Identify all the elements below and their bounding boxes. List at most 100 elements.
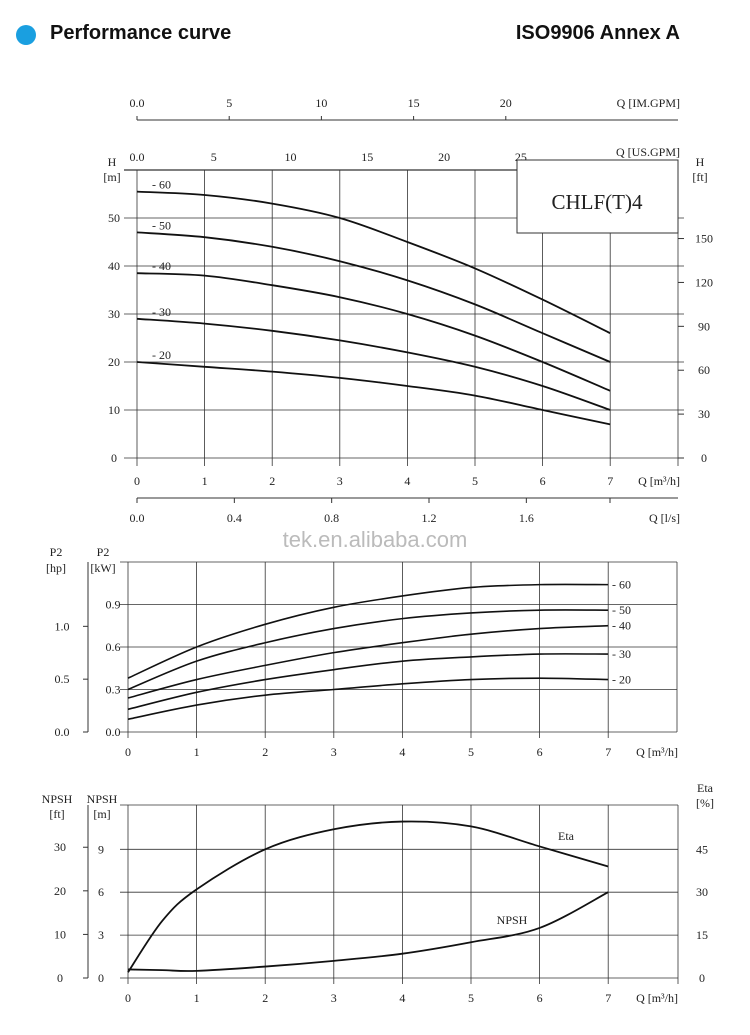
eta-tick-label: 0 bbox=[699, 971, 705, 985]
x-axis-label: Q [m³/h] bbox=[636, 991, 678, 1005]
y-right-tick-label: 90 bbox=[698, 319, 710, 333]
im-gpm-tick-label: 5 bbox=[226, 96, 232, 110]
im-gpm-tick-label: 20 bbox=[500, 96, 512, 110]
y-left-tick-label: 30 bbox=[108, 307, 120, 321]
curve-label-30: - 30 bbox=[612, 647, 631, 661]
x-tick-label: 4 bbox=[399, 745, 405, 759]
y-left-label: H bbox=[108, 155, 117, 169]
curve-label-20: - 20 bbox=[612, 673, 631, 687]
npsh-curve bbox=[127, 891, 609, 972]
y-right-label: H bbox=[696, 155, 705, 169]
watermark: tek.en.alibaba.com bbox=[283, 527, 468, 552]
y-left-tick-label: 40 bbox=[108, 259, 120, 273]
npsh-m-label: NPSH bbox=[87, 792, 118, 806]
h-curve-60 bbox=[136, 190, 611, 335]
npsh-ft-tick-label: 30 bbox=[54, 840, 66, 854]
x-tick-label: 5 bbox=[468, 991, 474, 1005]
x-tick-label: 4 bbox=[399, 991, 405, 1005]
x-tick-label: 5 bbox=[468, 745, 474, 759]
x-tick-label: 6 bbox=[537, 991, 543, 1005]
kw-tick-label: 0.0 bbox=[106, 725, 121, 739]
x-tick-label: 2 bbox=[262, 991, 268, 1005]
eta-tick-label: 45 bbox=[696, 842, 708, 856]
kw-tick-label: 0.6 bbox=[106, 640, 121, 654]
x-tick-label: 1 bbox=[202, 474, 208, 488]
x-tick-label: 7 bbox=[607, 474, 613, 488]
npsh-m-tick-label: 9 bbox=[98, 842, 104, 856]
h-curve-20 bbox=[136, 361, 611, 426]
eta-curve bbox=[127, 820, 609, 973]
npsh-curve-label: NPSH bbox=[497, 913, 528, 927]
l-s-tick-label: 1.6 bbox=[519, 511, 534, 525]
x-tick-label: 2 bbox=[269, 474, 275, 488]
page-header: Performance curve ISO9906 Annex A bbox=[0, 18, 750, 50]
us-gpm-axis-label: Q [US.GPM] bbox=[616, 145, 680, 159]
standard-label: ISO9906 Annex A bbox=[515, 22, 680, 44]
curve-label-50: - 50 bbox=[152, 218, 171, 232]
curve-label-30: - 30 bbox=[152, 305, 171, 319]
npsh-ft-tick-label: 0 bbox=[57, 971, 63, 985]
eta-tick-label: 30 bbox=[696, 885, 708, 899]
npsh-m-tick-label: 0 bbox=[98, 971, 104, 985]
l-s-tick-label: 0.0 bbox=[130, 511, 145, 525]
x-tick-label: 7 bbox=[605, 745, 611, 759]
npsh-ft-tick-label: 10 bbox=[54, 927, 66, 941]
x-tick-label: 3 bbox=[331, 745, 337, 759]
hp-label: P2 bbox=[50, 545, 63, 559]
npsh-ft-label: NPSH bbox=[42, 792, 73, 806]
us-gpm-tick-label: 5 bbox=[211, 150, 217, 164]
x-tick-label: 7 bbox=[605, 991, 611, 1005]
hp-tick-label: 0.5 bbox=[55, 672, 70, 686]
l-s-axis-label: Q [l/s] bbox=[649, 511, 680, 525]
curve-label-60: - 60 bbox=[152, 178, 171, 192]
y-left-tick-label: 0 bbox=[111, 451, 117, 465]
curve-label-20: - 20 bbox=[152, 348, 171, 362]
eta-unit: [%] bbox=[696, 796, 714, 810]
p2-curve-20 bbox=[127, 677, 609, 721]
hp-tick-label: 1.0 bbox=[55, 619, 70, 633]
p2-curve-40 bbox=[127, 624, 609, 699]
x-tick-label: 1 bbox=[194, 745, 200, 759]
p2-curve-30 bbox=[127, 653, 609, 711]
curve-label-50: - 50 bbox=[612, 603, 631, 617]
x-tick-label: 2 bbox=[262, 745, 268, 759]
x-tick-label: 6 bbox=[537, 745, 543, 759]
x-tick-label: 3 bbox=[331, 991, 337, 1005]
npsh-m-unit: [m] bbox=[93, 807, 110, 821]
y-left-tick-label: 10 bbox=[108, 403, 120, 417]
h-curve-50 bbox=[136, 231, 611, 363]
model-box bbox=[516, 159, 679, 234]
y-right-tick-label: 120 bbox=[695, 275, 713, 289]
curve-label-40: - 40 bbox=[612, 619, 631, 633]
im-gpm-tick-label: 0.0 bbox=[130, 96, 145, 110]
kw-label: P2 bbox=[97, 545, 110, 559]
us-gpm-tick-label: 15 bbox=[361, 150, 373, 164]
model-title: CHLF(T)4 bbox=[552, 190, 643, 214]
y-left-unit: [m] bbox=[103, 170, 120, 184]
y-left-tick-label: 20 bbox=[108, 355, 120, 369]
us-gpm-tick-label: 0.0 bbox=[130, 150, 145, 164]
l-s-tick-label: 0.4 bbox=[227, 511, 242, 525]
npsh-ft-tick-label: 20 bbox=[54, 884, 66, 898]
kw-unit: [kW] bbox=[90, 561, 115, 575]
x-tick-label: 0 bbox=[134, 474, 140, 488]
x-tick-label: 0 bbox=[125, 991, 131, 1005]
us-gpm-tick-label: 20 bbox=[438, 150, 450, 164]
hp-unit: [hp] bbox=[46, 561, 66, 575]
curve-label-60: - 60 bbox=[612, 578, 631, 592]
im-gpm-tick-label: 10 bbox=[315, 96, 327, 110]
x-tick-label: 6 bbox=[540, 474, 546, 488]
p2-curve-50 bbox=[127, 609, 609, 691]
l-s-tick-label: 0.8 bbox=[324, 511, 339, 525]
x-tick-label: 4 bbox=[404, 474, 410, 488]
im-gpm-tick-label: 15 bbox=[408, 96, 420, 110]
x-tick-label: 3 bbox=[337, 474, 343, 488]
bullet-icon bbox=[16, 25, 36, 45]
us-gpm-tick-label: 10 bbox=[285, 150, 297, 164]
x-axis-label: Q [m³/h] bbox=[636, 745, 678, 759]
npsh-ft-unit: [ft] bbox=[49, 807, 64, 821]
npsh-m-tick-label: 6 bbox=[98, 885, 104, 899]
x-tick-label: 5 bbox=[472, 474, 478, 488]
y-right-tick-label: 0 bbox=[701, 451, 707, 465]
